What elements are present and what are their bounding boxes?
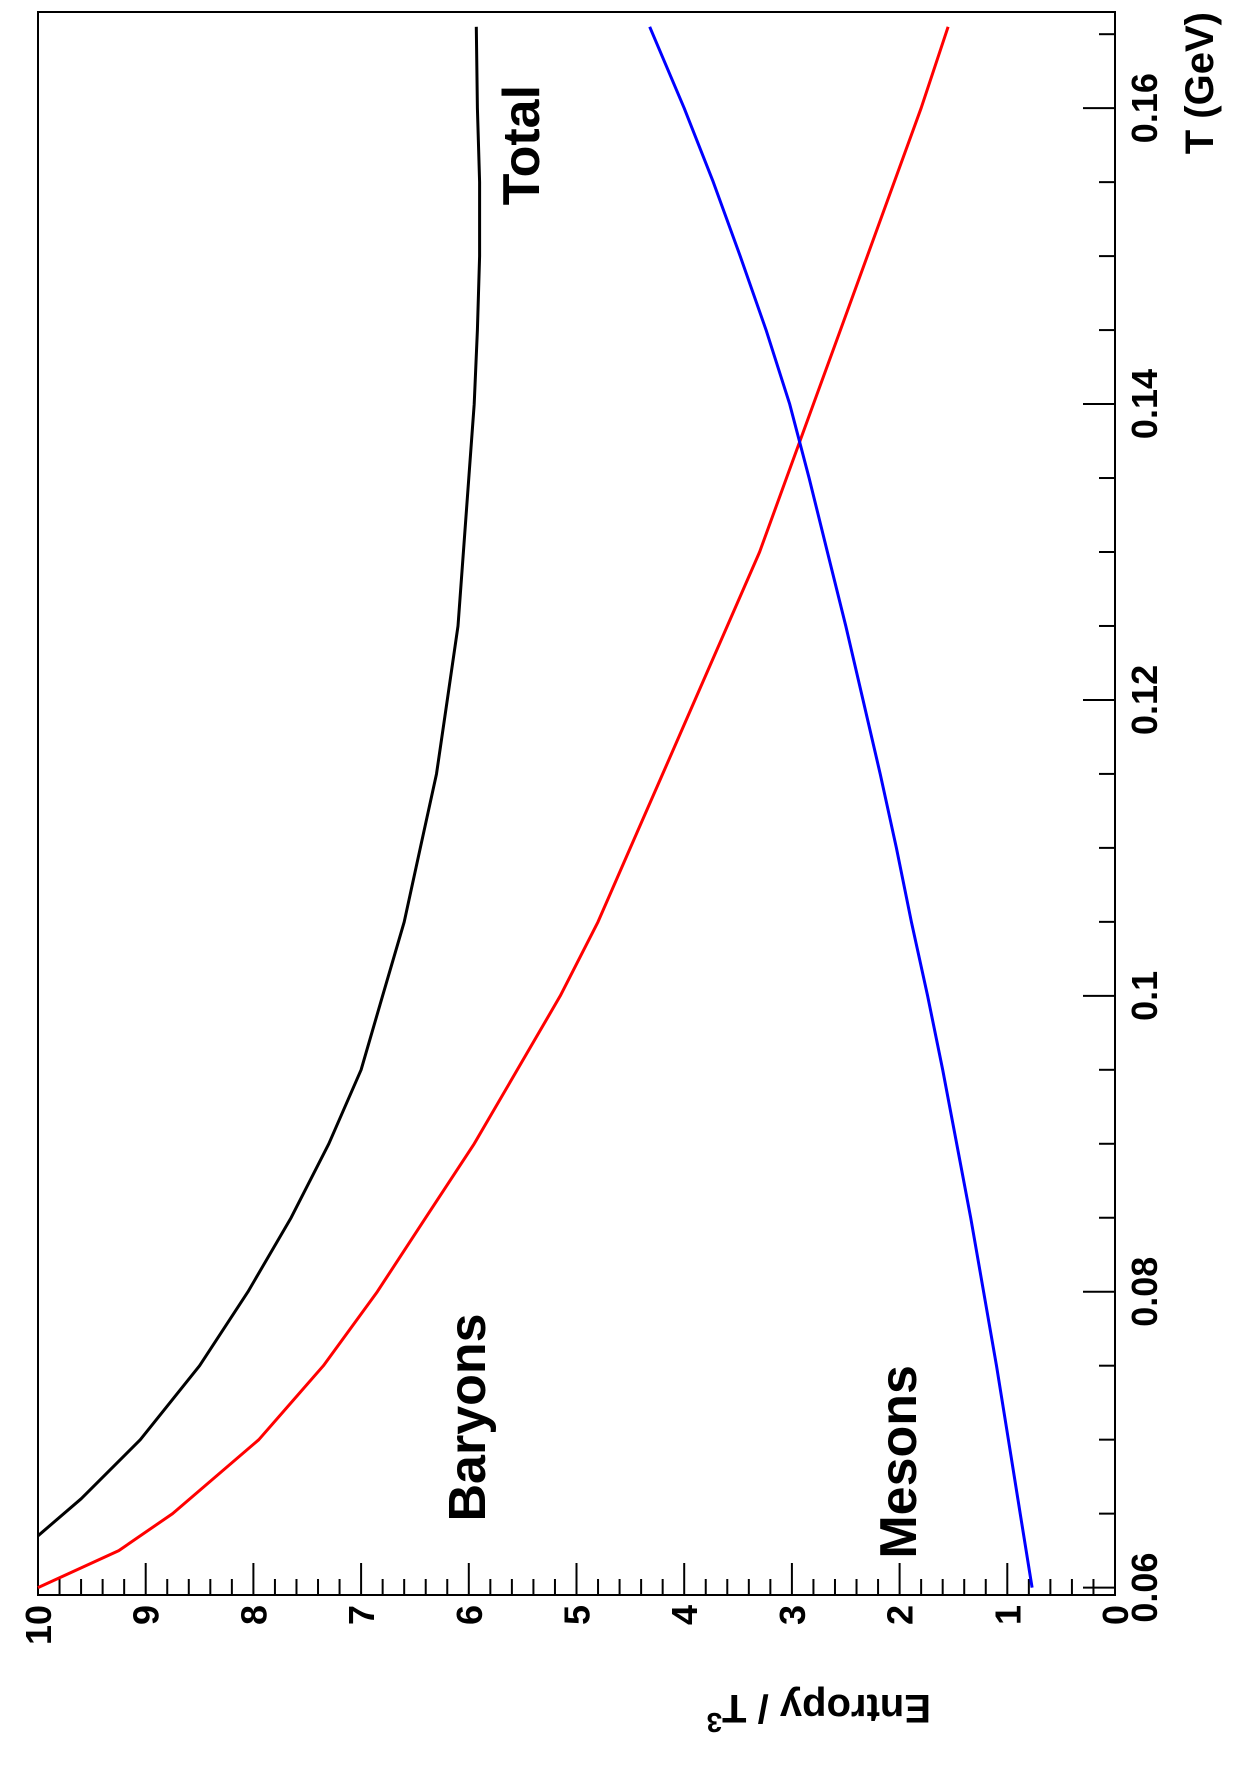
y-axis: 0 1 2 3 4 5 6 7 8 9 10 Entropy / T3 (18, 1563, 1136, 1738)
series-lines (37, 26, 1034, 1589)
series-label-baryons: Baryons (439, 1313, 497, 1521)
chart-labels: Total Baryons Mesons (439, 85, 928, 1559)
y-axis-title-superscript: 3 (707, 1707, 723, 1738)
plot-frame (37, 11, 1116, 1596)
y-tick-label: 0 (1095, 1605, 1136, 1625)
x-tick-label: 0.06 (1124, 1553, 1165, 1623)
y-tick-label: 8 (233, 1605, 274, 1625)
plot-frame-rect (37, 11, 1116, 1596)
y-tick-label: 3 (772, 1605, 813, 1625)
series-line-mesons (648, 26, 1034, 1588)
y-tick-label: 1 (987, 1605, 1028, 1625)
x-tick-label: 0.14 (1124, 369, 1165, 439)
y-tick-label: 4 (664, 1605, 705, 1625)
x-tick-label: 0.08 (1124, 1257, 1165, 1327)
y-tick-label: 9 (126, 1605, 167, 1625)
x-axis-title: T (GeV) (1178, 12, 1222, 154)
y-tick-label: 10 (18, 1605, 59, 1645)
x-axis: 0.06 0.08 0.1 0.12 0.14 0.16 T (GeV) (1083, 12, 1222, 1623)
x-tick-label: 0.12 (1124, 665, 1165, 735)
y-axis-title: Entropy / T3 (707, 1686, 931, 1738)
y-tick-label: 7 (341, 1605, 382, 1625)
y-tick-label: 5 (557, 1605, 598, 1625)
y-tick-label: 6 (449, 1605, 490, 1625)
series-line-total (37, 26, 482, 1537)
y-tick-label: 2 (880, 1605, 921, 1625)
x-tick-label: 0.16 (1124, 73, 1165, 143)
series-label-total: Total (493, 85, 551, 205)
x-tick-label: 0.1 (1124, 971, 1165, 1021)
series-line-baryons (37, 26, 950, 1589)
series-label-mesons: Mesons (870, 1365, 928, 1559)
